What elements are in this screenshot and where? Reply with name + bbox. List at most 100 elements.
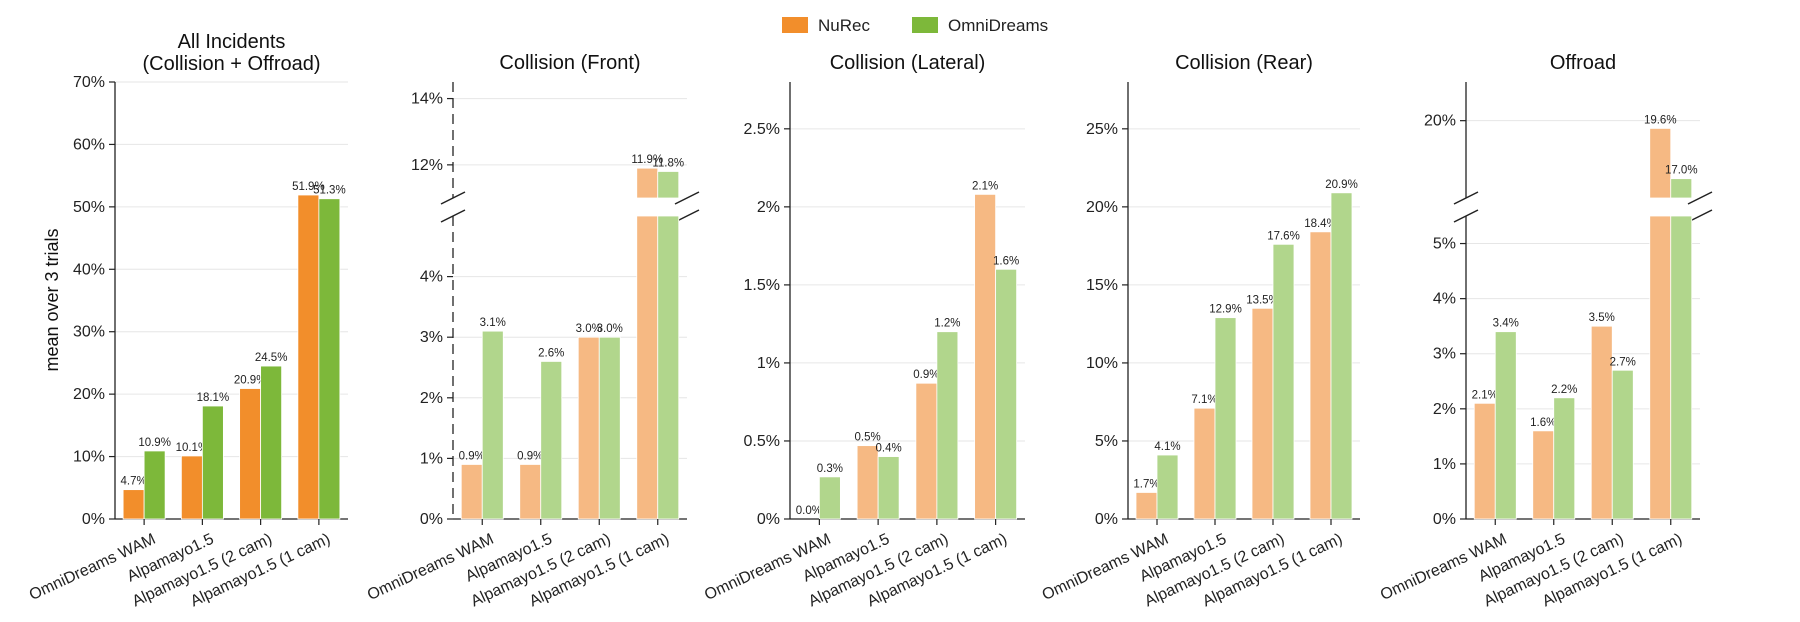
axis-break-mark [1453,191,1479,205]
data-label: 10.1% [176,442,209,454]
data-label: 0.9% [913,369,939,381]
y-tick-label: 70% [73,74,105,91]
data-label: 51.3% [313,185,346,197]
chart-panel-3: Collision (Lateral) 0% 0.5% 1% 1.5% 2% 2.5% 0.0… [702,52,1025,610]
y-tick-label: 1% [1433,456,1456,473]
data-label: 18.1% [197,392,230,404]
y-tick-label: 0% [420,511,443,528]
y-tick-label: 10% [73,449,105,466]
chart-panel-2: Collision (Front) 0% 1% 2% 3% 4% 12% 14% 0.9% 3.1… [365,52,700,610]
y-tick-label: 0% [82,511,105,528]
y-tick-label: 2% [420,390,443,407]
bar-omnidreams-upper [1670,178,1693,199]
y-tick-label: 15% [1086,277,1118,294]
bar-omnidreams [260,365,283,520]
y-tick-label: 3% [420,329,443,346]
data-label: 7.1% [1191,394,1217,406]
bar-omnidreams [1611,369,1634,520]
data-label: 17.6% [1267,230,1300,242]
bar-nurec-upper [636,167,659,199]
bar-nurec [1590,325,1613,520]
data-label: 0.0% [796,505,822,517]
bar-nurec-lower [1649,215,1672,520]
chart-title-line-1: Offroad [1550,52,1616,74]
data-label: 3.4% [1493,318,1519,330]
y-tick-label: 2% [1433,401,1456,418]
axis-break-mark [440,209,466,223]
data-label: 24.5% [255,352,288,364]
bar-omnidreams [481,330,504,520]
bar-nurec-upper [1649,127,1672,199]
bar-nurec [122,489,145,520]
y-tick-label: 5% [1095,433,1118,450]
y-tick-label: 30% [73,324,105,341]
data-label: 51.9% [292,181,325,193]
bar-omnidreams [598,336,621,520]
data-label: 2.6% [538,347,564,359]
legend-swatch-nurec [782,17,808,33]
bar-omnidreams-lower [657,215,680,520]
bar-omnidreams [1156,454,1179,520]
y-tick-label: 10% [1086,355,1118,372]
bar-omnidreams-lower [1670,215,1693,520]
data-label: 0.5% [855,432,881,444]
bar-omnidreams [1330,192,1353,520]
data-label: 2.7% [1610,356,1636,368]
data-label: 3.0% [597,323,623,335]
bar-nurec [519,464,542,520]
bar-nurec [1473,402,1496,520]
legend-label-omnidreams: OmniDreams [948,16,1048,35]
y-tick-label: 20% [73,386,105,403]
chart-panel-4: Collision (Rear) 0% 5% 10% 15% 20% 25% 1.7% 4.1%… [1040,52,1360,610]
y-tick-label: 5% [1433,236,1456,253]
y-axis-label: mean over 3 trials [42,228,62,371]
data-label: 11.9% [631,154,663,166]
data-label: 18.4% [1304,218,1337,230]
axis-break-mark [1687,191,1713,205]
bar-nurec [974,193,997,520]
bar-omnidreams [995,268,1018,520]
bar-omnidreams [1494,331,1517,520]
y-tick-label: 60% [73,136,105,153]
data-label: 3.0% [576,323,602,335]
y-tick-label: 20% [1086,199,1118,216]
y-tick-label: 1% [420,450,443,467]
axis-break-mark [674,191,700,205]
data-label: 4.1% [1154,441,1180,453]
data-label: 13.5% [1246,294,1279,306]
bar-omnidreams-upper [657,171,680,199]
bar-omnidreams [201,405,224,520]
bar-nurec [1532,430,1555,520]
chart-title-line-1: Collision (Front) [499,52,640,74]
chart-title-line-2: (Collision + Offroad) [142,53,320,75]
y-tick-label: 12% [411,157,443,174]
y-tick-label: 2.5% [744,121,780,138]
bar-omnidreams [143,450,166,520]
data-label: 0.3% [817,463,843,475]
data-label: 1.2% [934,318,960,330]
y-tick-label: 20% [1424,113,1456,130]
bar-omnidreams [1553,397,1576,520]
bar-omnidreams [1272,243,1295,520]
data-label: 17.0% [1665,165,1698,177]
data-label: 3.1% [480,317,506,329]
bar-nurec [1309,231,1332,520]
data-label: 0.9% [459,450,485,462]
bar-nurec [297,194,320,520]
legend: NuRec OmniDreams [782,16,1048,35]
data-label: 3.5% [1589,312,1615,324]
data-label: 1.6% [993,255,1019,267]
bar-nurec-lower [636,215,659,520]
data-label: 0.4% [876,443,902,455]
bar-nurec [180,455,203,520]
y-tick-label: 25% [1086,121,1118,138]
y-tick-label: 4% [1433,291,1456,308]
data-label: 0.9% [517,450,543,462]
data-label: 12.9% [1209,304,1242,316]
bar-nurec [460,464,483,520]
data-label: 2.1% [1472,389,1498,401]
legend-label-nurec: NuRec [818,16,870,35]
bar-nurec [856,445,879,520]
chart-title-line-1: Collision (Rear) [1175,52,1313,74]
